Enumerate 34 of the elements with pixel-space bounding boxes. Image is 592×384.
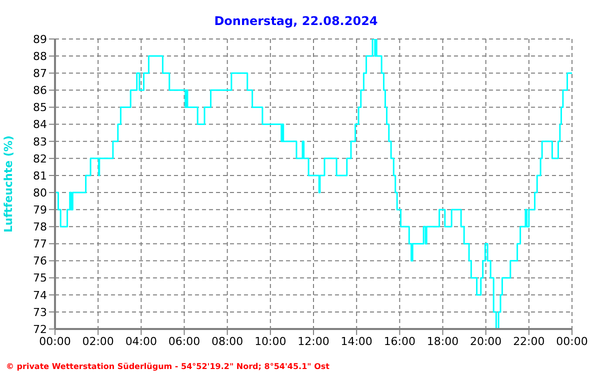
- y-tick-label: 84: [33, 118, 47, 132]
- x-tick-label: 18:00: [426, 334, 459, 348]
- y-tick-label: 79: [33, 203, 47, 216]
- y-tick-label: 75: [33, 272, 47, 285]
- x-tick-label: 12:00: [298, 334, 330, 348]
- x-tick-label: 06:00: [168, 334, 200, 348]
- y-tick-label: 86: [33, 84, 47, 98]
- x-tick-label: 00:00: [556, 334, 588, 348]
- y-tick-label: 73: [33, 306, 47, 319]
- x-tick-label: 04:00: [125, 334, 158, 348]
- x-tick-label: 02:00: [82, 334, 114, 348]
- y-tick-label: 85: [33, 101, 47, 114]
- x-tick-label: 20:00: [470, 334, 502, 348]
- y-tick-label: 83: [33, 135, 47, 148]
- y-axis-title: Luftfeuchte (%): [2, 136, 15, 232]
- x-tick-label: 08:00: [211, 334, 244, 348]
- y-tick-label: 72: [33, 322, 47, 336]
- y-tick-label: 80: [33, 186, 47, 200]
- text: © private Wetterstation Süderlügum - 54°52'19.2" Nord; 8°54'45.1" Ost: [6, 362, 330, 371]
- x-tick-label: 22:00: [513, 334, 545, 348]
- chart-title: Donnerstag, 22.08.2024: [213, 14, 379, 28]
- y-tick-label: 81: [33, 169, 47, 182]
- x-tick-label: 00:00: [39, 334, 71, 348]
- x-tick-label: 14:00: [340, 334, 372, 348]
- y-tick-label: 74: [33, 288, 47, 302]
- y-tick-label: 76: [33, 254, 47, 268]
- y-tick-label: 87: [33, 67, 47, 80]
- y-tick-label: 82: [33, 152, 47, 166]
- y-tick-label: 88: [33, 50, 47, 63]
- y-tick-label: 89: [33, 32, 47, 46]
- x-tick-label: 16:00: [384, 334, 416, 348]
- x-tick-label: 10:00: [254, 334, 286, 348]
- y-tick-label: 78: [33, 220, 47, 234]
- y-tick-label: 77: [33, 238, 47, 251]
